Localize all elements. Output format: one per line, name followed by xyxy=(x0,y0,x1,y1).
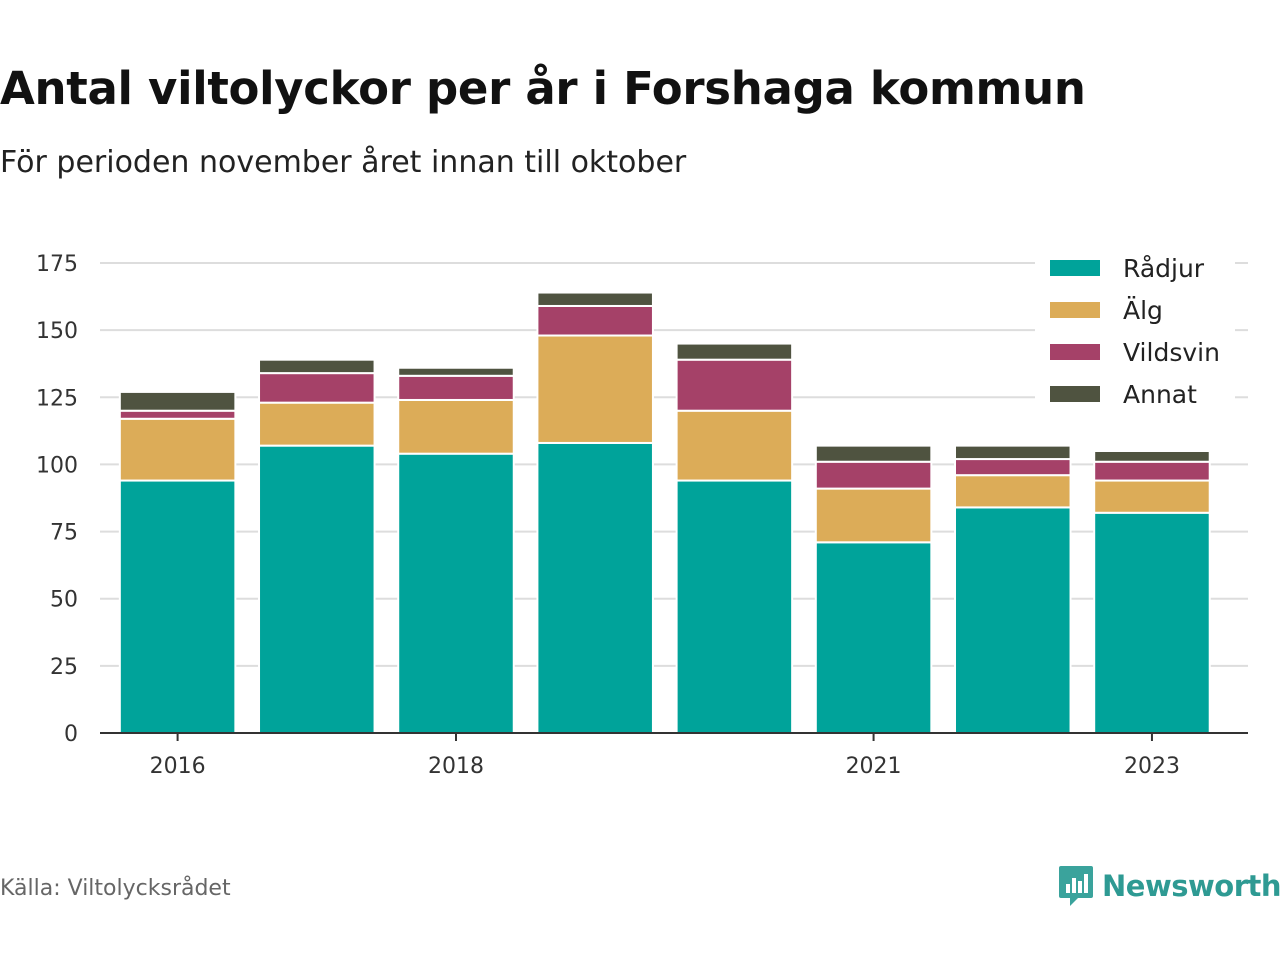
bar-segment xyxy=(814,541,933,734)
y-tick-label: 100 xyxy=(36,453,78,478)
y-tick-label: 25 xyxy=(50,655,78,680)
y-tick-label: 75 xyxy=(50,521,78,546)
bar-segment xyxy=(258,444,376,734)
x-tick-label: 2016 xyxy=(150,754,206,779)
bar-segment xyxy=(675,409,794,482)
bar-segment xyxy=(814,460,933,490)
bar-segment xyxy=(1093,511,1211,734)
legend-label: Annat xyxy=(1123,380,1197,409)
legend-label: Rådjur xyxy=(1123,254,1205,283)
chart-title: Antal viltolyckor per år i Forshaga komm… xyxy=(0,62,1086,115)
bar-segment xyxy=(675,342,794,361)
bar-segment xyxy=(675,358,794,412)
bar-segment xyxy=(536,304,654,337)
legend-swatch xyxy=(1050,386,1100,402)
source-note: Källa: Viltolycksrådet xyxy=(0,876,231,901)
bar-segment xyxy=(814,444,933,463)
chart-subtitle: För perioden november året innan till ok… xyxy=(0,145,687,180)
bar-segment xyxy=(814,487,933,544)
y-tick-label: 175 xyxy=(36,252,78,277)
bar-segment xyxy=(1093,479,1211,514)
x-tick-label: 2018 xyxy=(428,754,484,779)
bar-segment xyxy=(258,372,376,404)
bar-segment xyxy=(536,291,654,307)
bars xyxy=(118,291,1211,734)
bar-segment xyxy=(118,390,237,412)
bar-segment xyxy=(397,374,515,401)
y-tick-label: 125 xyxy=(36,386,78,411)
bar-segment xyxy=(118,479,237,734)
y-tick-label: 0 xyxy=(64,722,78,747)
bar-segment xyxy=(1093,460,1211,482)
bar-segment xyxy=(954,458,1072,477)
newsworthy-logo-icon xyxy=(1059,866,1093,906)
legend-label: Vildsvin xyxy=(1123,338,1220,367)
brand-logo: Newsworthy xyxy=(1058,864,1280,908)
x-tick-label: 2021 xyxy=(846,754,902,779)
bar-segment xyxy=(258,358,376,375)
bar-segment xyxy=(675,479,794,734)
bar-segment xyxy=(118,417,237,482)
bar-segment xyxy=(954,444,1072,461)
bar-segment xyxy=(258,401,376,447)
bar-segment xyxy=(397,366,515,377)
brand-name: Newsworthy xyxy=(1102,869,1280,903)
bar-segment xyxy=(397,452,515,734)
bar-segment xyxy=(1093,450,1211,463)
bar-segment xyxy=(397,398,515,455)
bar-segment xyxy=(536,441,654,734)
legend-label: Älg xyxy=(1123,296,1163,325)
y-tick-label: 50 xyxy=(50,588,78,613)
bar-segment xyxy=(954,474,1072,509)
legend-swatch xyxy=(1050,260,1100,276)
bar-segment xyxy=(118,409,237,420)
x-tick-label: 2023 xyxy=(1124,754,1180,779)
legend: Rådjur Älg Vildsvin Annat xyxy=(1035,248,1235,413)
y-axis-ticks: 0 25 50 75 100 125 150 175 xyxy=(36,252,78,747)
legend-swatch xyxy=(1050,344,1100,360)
legend-swatch xyxy=(1050,302,1100,318)
y-tick-label: 150 xyxy=(36,319,78,344)
x-axis-ticks: 2016 2018 2021 2023 xyxy=(150,733,1180,779)
bar-segment xyxy=(536,334,654,444)
bar-segment xyxy=(954,506,1072,734)
